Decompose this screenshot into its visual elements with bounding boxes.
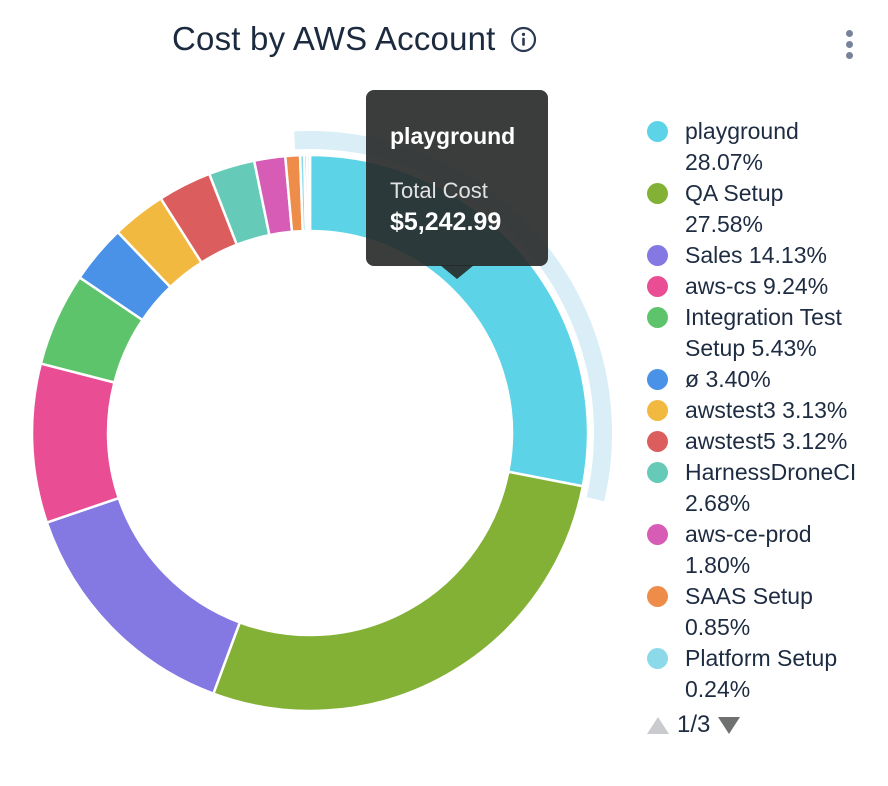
legend-dot-icon [647,245,668,266]
legend-label: ø 3.40% [685,366,771,392]
kebab-menu-icon[interactable] [844,30,854,59]
legend-item[interactable]: Sales 14.13% [647,240,881,271]
widget-header: Cost by AWS Account [172,20,537,58]
legend-item[interactable]: SAAS Setup 0.85% [647,581,881,643]
legend-dot-icon [647,400,668,421]
legend-label: HarnessDroneCI 2.68% [685,459,857,516]
legend-item[interactable]: aws-ce-prod 1.80% [647,519,881,581]
legend-item[interactable]: playground 28.07% [647,116,881,178]
legend-item[interactable]: ø 3.40% [647,364,881,395]
legend-pagination: 1/3 [647,711,741,739]
legend-dot-icon [647,462,668,483]
legend-dot-icon [647,121,668,142]
legend-dot-icon [647,431,668,452]
legend-page-indicator: 1/3 [677,711,711,738]
legend-dot-icon [647,276,668,297]
tooltip-metric-label: Total Cost [390,178,488,203]
legend-dot-icon [647,307,668,328]
pie-slice[interactable] [305,153,312,233]
info-icon[interactable] [510,26,537,53]
legend-page-down-icon[interactable] [718,716,741,734]
legend-label: Platform Setup 0.24% [685,645,838,702]
pie-slice-QA Setup[interactable] [211,470,585,713]
legend: playground 28.07% QA Setup 27.58% Sales 14.1… [647,116,881,710]
legend-item[interactable]: QA Setup 27.58% [647,178,881,240]
legend-label: awstest3 3.13% [685,397,848,423]
pie-slice-aws-cs[interactable] [30,362,121,525]
chart-tooltip: playground Total Cost $5,242.99 [366,90,548,266]
page-title: Cost by AWS Account [172,20,496,57]
legend-dot-icon [647,648,668,669]
legend-dot-icon [647,369,668,390]
legend-item[interactable]: awstest5 3.12% [647,426,881,457]
legend-item[interactable]: Platform Setup 0.24% [647,643,881,705]
legend-label: QA Setup 27.58% [685,180,784,237]
legend-item[interactable]: awstest3 3.13% [647,395,881,426]
legend-dot-icon [647,586,668,607]
legend-page-up-icon[interactable] [647,716,669,734]
legend-label: SAAS Setup 0.85% [685,583,813,640]
legend-label: Sales 14.13% [685,242,827,268]
legend-dot-icon [647,524,668,545]
legend-item[interactable] [647,705,881,710]
legend-item[interactable]: Integration Test Setup 5.43% [647,302,881,364]
legend-label: aws-cs 9.24% [685,273,829,299]
legend-label: awstest5 3.12% [685,428,848,454]
tooltip-value: $5,242.99 [390,208,502,236]
tooltip-series-name: playground [390,123,516,149]
legend-dot-icon [647,183,668,204]
legend-label: Integration Test Setup 5.43% [685,304,842,361]
legend-item[interactable]: aws-cs 9.24% [647,271,881,302]
legend-label: aws-ce-prod 1.80% [685,521,812,578]
legend-label: playground 28.07% [685,118,799,175]
pie-slice-Sales[interactable] [45,496,242,696]
legend-item[interactable]: HarnessDroneCI 2.68% [647,457,881,519]
